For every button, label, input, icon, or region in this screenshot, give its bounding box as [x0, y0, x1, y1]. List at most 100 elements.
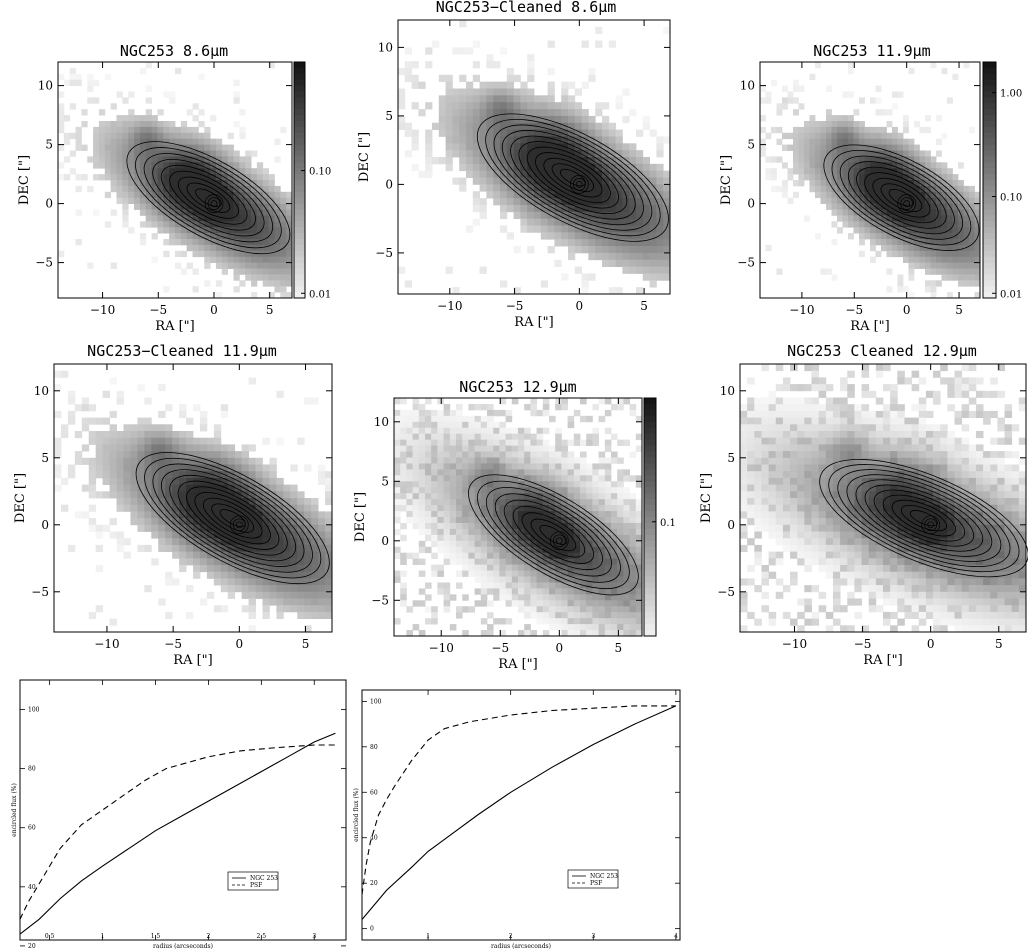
y-tick-label: −5: [35, 256, 53, 270]
colorbar-segment: [294, 132, 305, 140]
colorbar-segment: [644, 445, 656, 453]
contour-line: [186, 486, 280, 550]
colorbar-segment: [983, 162, 996, 169]
contour-line: [503, 499, 603, 571]
contour-line: [126, 141, 291, 255]
colorbar-segment: [644, 540, 656, 548]
colorbar-segment: [294, 62, 305, 69]
contour-line: [839, 155, 964, 240]
contour-line: [549, 531, 569, 551]
colorbar-segment: [294, 85, 305, 92]
x-tick-label: −10: [782, 637, 807, 651]
x-tick-label: 5: [995, 637, 1003, 651]
colorbar-segment: [644, 403, 656, 411]
colorbar-segment: [644, 618, 656, 625]
contour-line: [897, 194, 917, 213]
x-tick-label: 5: [615, 641, 623, 655]
x-tick-label: 0: [556, 641, 564, 655]
legend-label: NGC 253: [590, 873, 618, 880]
colorbar-segment: [294, 256, 305, 264]
contour-line: [855, 479, 993, 557]
colorbar-segment: [294, 126, 305, 134]
y-tick-label: 5: [41, 451, 49, 465]
y-axis-label: DEC ["]: [357, 132, 372, 182]
colorbar-segment: [983, 197, 996, 205]
x-tick-label: 0.5: [45, 933, 55, 940]
plot-frame: [19, 679, 347, 941]
colorbar-segment: [294, 233, 305, 240]
plot-frame: [53, 363, 333, 633]
y-tick-label: 100: [28, 707, 40, 714]
colorbar-label: 0.01: [1000, 289, 1022, 300]
panel-title: NGC253 Cleaned 12.9μm: [787, 342, 977, 360]
x-tick-label: 3: [591, 933, 595, 940]
x-tick-label: −10: [437, 299, 462, 313]
colorbar-segment: [983, 180, 996, 187]
x-tick-label: −10: [90, 303, 115, 317]
contour-line: [882, 494, 966, 542]
panel-title: NGC253 11.9μm: [813, 42, 930, 60]
contour-line: [160, 164, 256, 231]
colorbar-segment: [983, 233, 996, 240]
panel-title: NGC253 12.9μm: [459, 378, 576, 396]
plot-frame: [57, 61, 293, 299]
colorbar-segment: [983, 126, 996, 134]
y-tick-label: 20: [370, 880, 378, 887]
contour-line: [169, 474, 297, 562]
y-tick-label: −5: [717, 585, 735, 599]
colorbar-segment: [644, 546, 656, 554]
colorbar-segment: [294, 180, 305, 187]
contour-line: [135, 147, 282, 249]
y-tick-label: 10: [720, 384, 735, 398]
colorbar-label: 1.00: [1000, 89, 1022, 100]
y-tick-label: 10: [378, 40, 393, 54]
x-tick-label: 0: [903, 303, 911, 317]
colorbar-segment: [983, 67, 996, 75]
x-tick-label: 3: [312, 933, 316, 940]
colorbar-segment: [983, 274, 996, 281]
series-psf: [19, 744, 336, 920]
contour-line: [518, 141, 628, 215]
contour-line: [177, 480, 288, 556]
colorbar-segment: [294, 227, 305, 234]
colorbar-segment: [983, 150, 996, 157]
colorbar-segment: [644, 606, 656, 613]
contour-line: [143, 153, 274, 243]
y-tick-label: 80: [370, 744, 378, 751]
contour-line: [510, 135, 636, 220]
x-axis-label: RA ["]: [173, 653, 212, 668]
contour-line: [903, 200, 911, 207]
contour-line: [856, 166, 947, 229]
colorbar-segment: [983, 103, 996, 110]
contour-line: [177, 176, 239, 219]
plot-frame: [361, 689, 681, 941]
plot-frame: [393, 397, 643, 637]
contour-line: [880, 183, 923, 212]
colorbar-segment: [983, 268, 996, 275]
contour-line: [169, 170, 248, 225]
series-ngc-253: [19, 732, 336, 935]
x-axis-label: radius (arcseconds): [491, 943, 551, 950]
colorbar-segment: [983, 239, 996, 246]
contour-line: [888, 188, 915, 207]
legend-label: PSF: [250, 882, 262, 889]
contour-line: [485, 486, 621, 583]
image-panel-5: [393, 397, 657, 637]
colorbar-segment: [294, 239, 305, 246]
contour-line: [152, 463, 313, 573]
colorbar-segment: [983, 79, 996, 87]
colorbar-segment: [294, 109, 305, 116]
contour-line: [202, 497, 263, 539]
y-tick-label: 10: [38, 79, 53, 93]
colorbar-segment: [294, 274, 305, 281]
colorbar-segment: [983, 209, 996, 216]
colorbar-segment: [644, 439, 656, 447]
colorbar-frame: [293, 61, 306, 299]
x-axis-label: RA ["]: [514, 315, 553, 330]
x-tick-label: 5: [640, 299, 648, 313]
contour-line: [477, 480, 630, 590]
colorbar-segment: [983, 138, 996, 146]
contour-line: [847, 161, 955, 235]
contour-line: [864, 172, 939, 224]
contour-line: [501, 130, 644, 226]
